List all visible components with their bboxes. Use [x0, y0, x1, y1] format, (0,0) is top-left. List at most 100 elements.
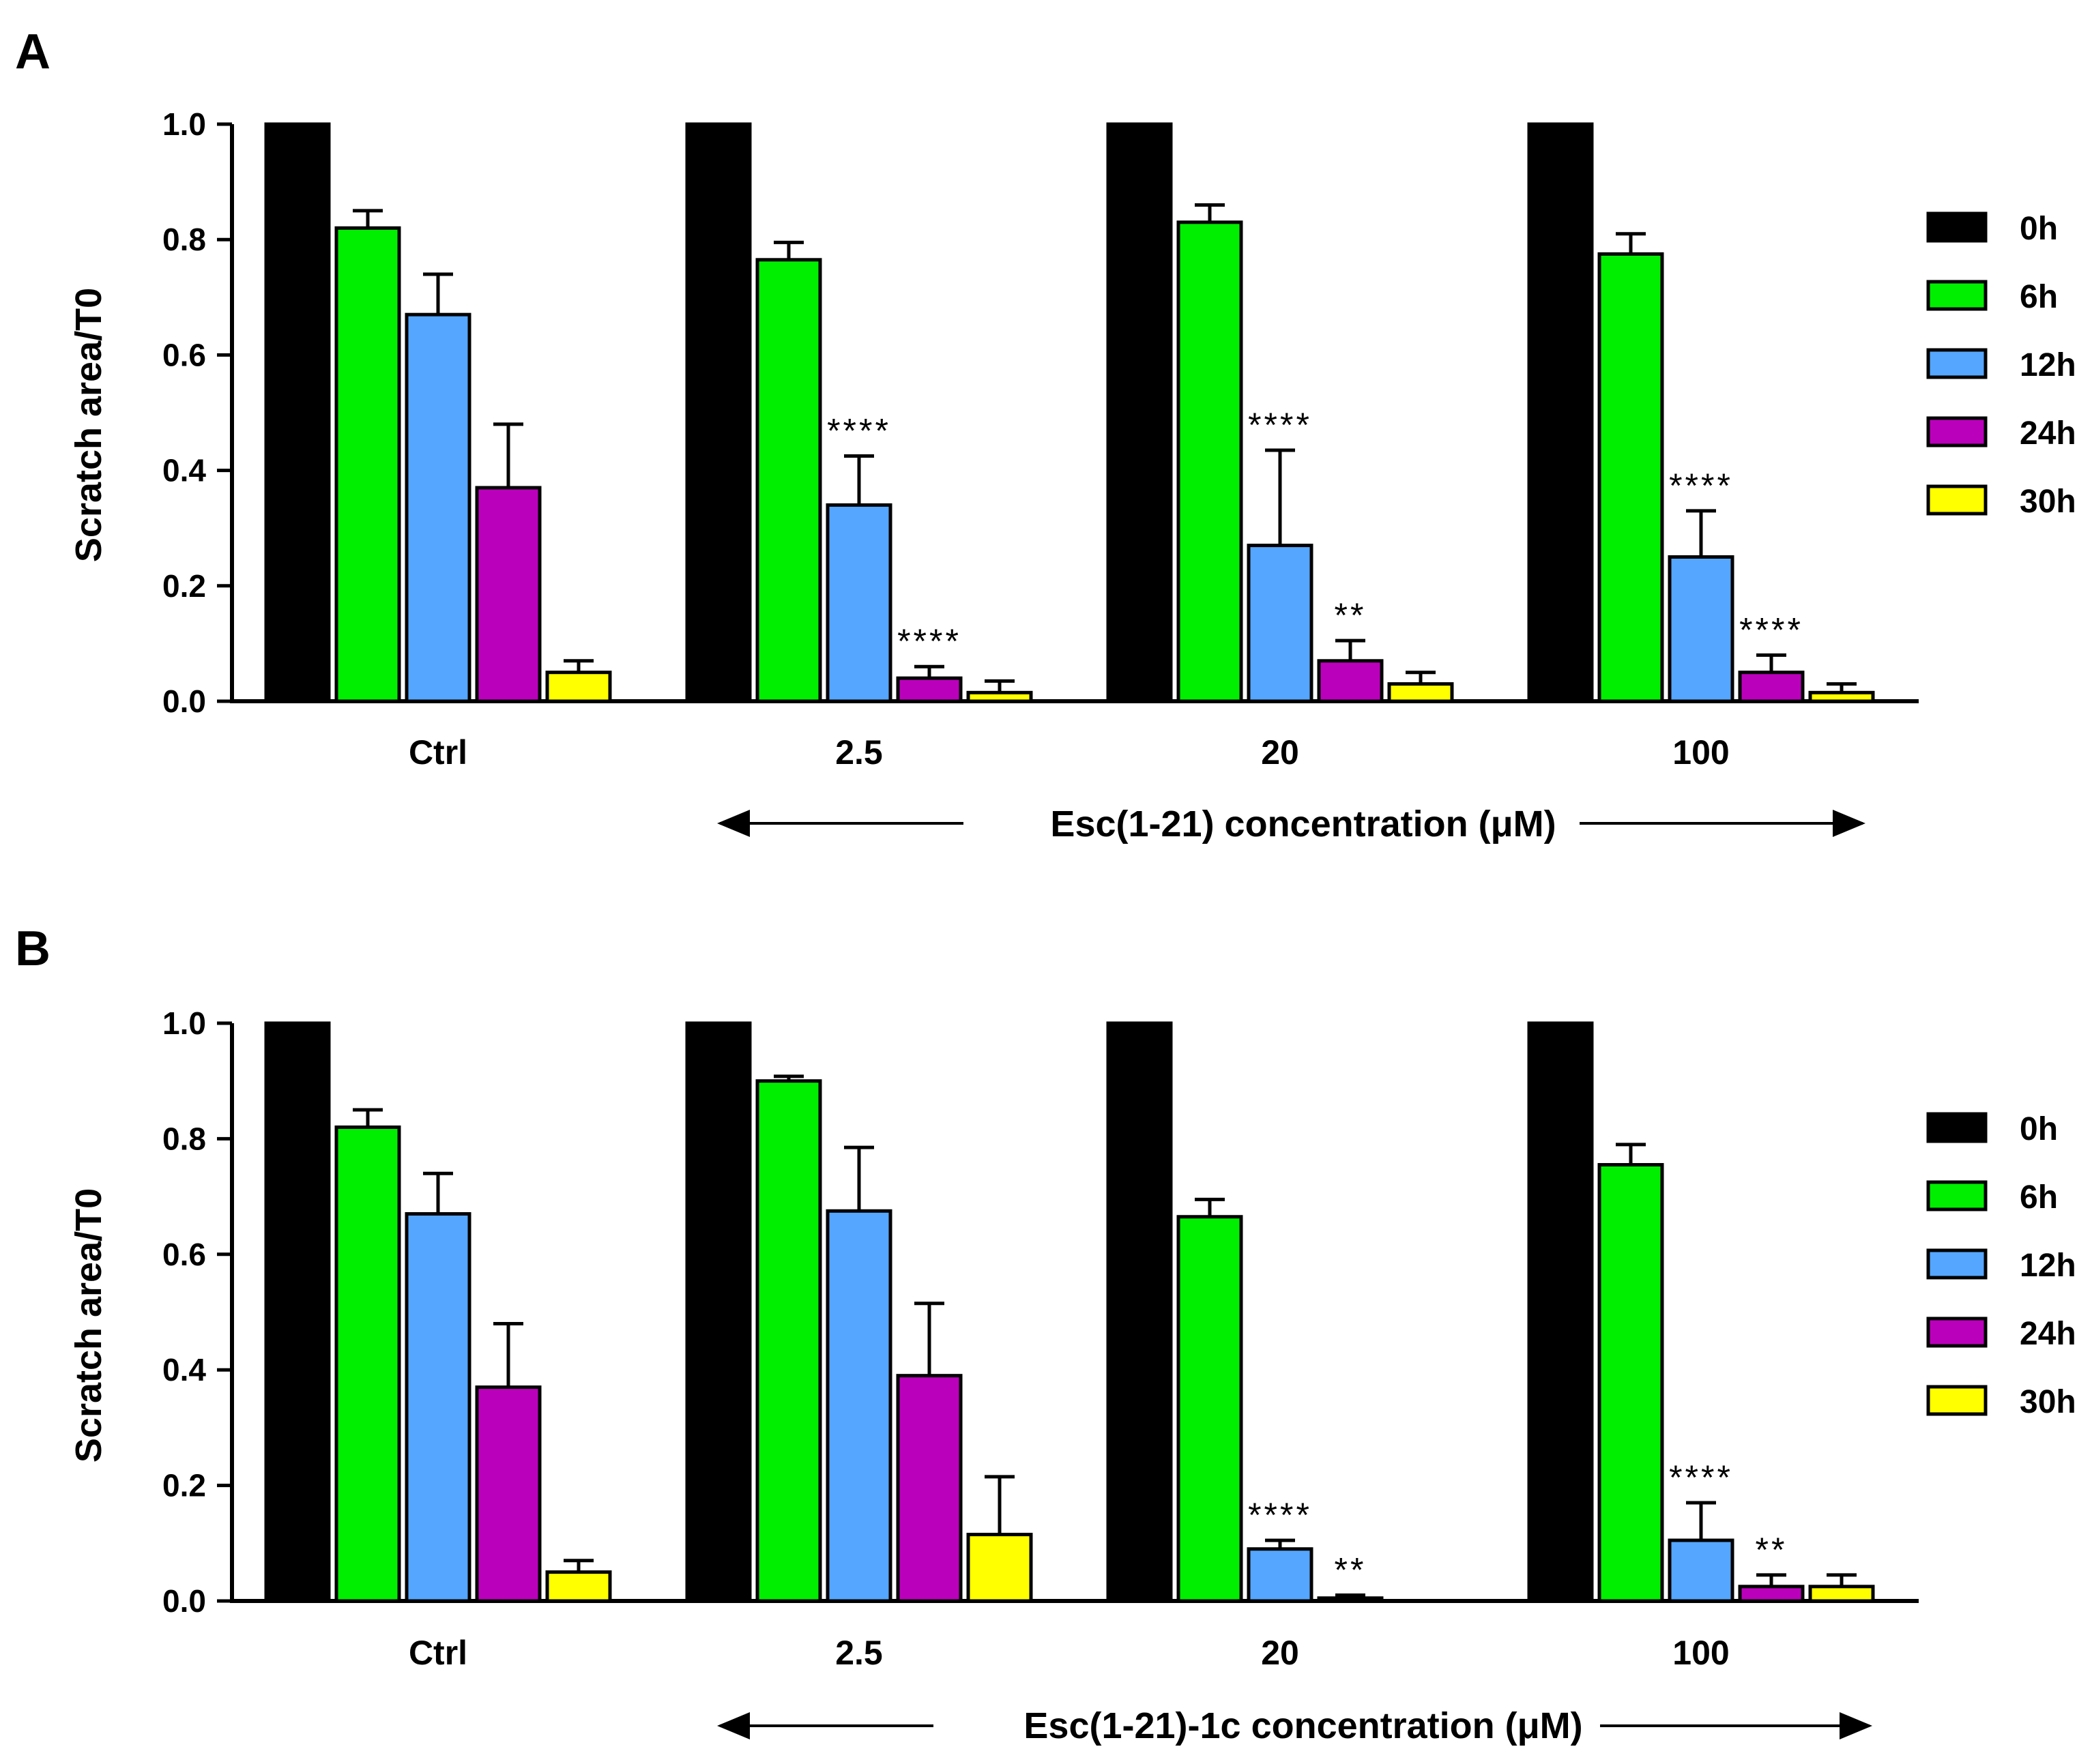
bar-30h-2.5: [966, 690, 1033, 703]
x-axis-title: Esc(1-21) concentration (μM): [1050, 804, 1556, 844]
x-tick-label: Ctrl: [409, 733, 467, 771]
legend-swatch-6h: [1926, 280, 1988, 311]
bar-0h-100: [1527, 1021, 1594, 1603]
error-bars: [353, 203, 1857, 693]
bar-0h-2.5: [685, 122, 752, 703]
legend-label-12h: 12h: [2020, 347, 2076, 383]
x-tick-label: Ctrl: [409, 1634, 467, 1672]
x-tick-label: 2.5: [835, 1634, 883, 1672]
significance-label: ****: [897, 622, 961, 660]
bar-0h-20: [1106, 122, 1173, 703]
legend-label-30h: 30h: [2020, 484, 2076, 520]
x-axis: Ctrl 2.5 20 100: [409, 1634, 1730, 1672]
bar-30h-Ctrl: [545, 1570, 612, 1603]
y-tick-label: 0.8: [162, 222, 206, 257]
y-tick-label: 0.6: [162, 337, 206, 372]
significance-labels: **********************: [827, 406, 1803, 660]
bar-12h-Ctrl: [405, 1212, 471, 1603]
bar-0h-100: [1527, 122, 1594, 703]
bar-12h-2.5: [826, 503, 892, 703]
significance-label: ****: [1248, 1496, 1312, 1534]
y-axis-title: Scratch area/T0: [68, 288, 109, 562]
y-tick-label: 0.0: [162, 683, 206, 719]
bar-0h-Ctrl: [264, 1021, 331, 1603]
bar-12h-100: [1668, 1538, 1734, 1603]
panel-label: A: [15, 25, 50, 79]
panel-b: B Scratch area/T0 0.00.20.40.60.81.0 ***…: [15, 922, 2076, 1746]
bars: [264, 122, 1875, 703]
bars: [264, 1021, 1875, 1603]
x-tick-label: 100: [1672, 733, 1729, 771]
x-tick-label: 100: [1672, 1634, 1729, 1672]
bar-30h-Ctrl: [545, 671, 612, 703]
legend-label-24h: 24h: [2020, 415, 2076, 452]
legend-swatch-24h: [1926, 1317, 1988, 1348]
y-tick-label: 1.0: [162, 106, 206, 142]
x-tick-label: 20: [1261, 1634, 1299, 1672]
legend: 0h 6h 12h 24h 30h: [1926, 211, 2076, 520]
bar-0h-20: [1106, 1021, 1173, 1603]
legend-label-6h: 6h: [2020, 1179, 2058, 1216]
bar-0h-2.5: [685, 1021, 752, 1603]
bar-24h-20: [1317, 659, 1384, 703]
panel-label: B: [15, 922, 50, 976]
y-tick-label: 0.0: [162, 1583, 206, 1619]
legend-label-0h: 0h: [2020, 211, 2058, 247]
bar-30h-2.5: [966, 1533, 1033, 1603]
bar-12h-20: [1247, 1547, 1313, 1603]
y-tick-label: 0.2: [162, 1468, 206, 1503]
bar-12h-100: [1668, 555, 1734, 703]
legend-swatch-24h: [1926, 416, 1988, 447]
bar-30h-20: [1387, 682, 1454, 703]
bar-6h-100: [1597, 1163, 1664, 1603]
legend-swatch-12h: [1926, 348, 1988, 379]
bar-24h-100: [1738, 671, 1805, 703]
legend-swatch-0h: [1926, 211, 1988, 243]
error-bars: [353, 1074, 1857, 1598]
panel-a: A Scratch area/T0 0.00.20.40.60.81.0 ***…: [15, 25, 2076, 844]
bar-30h-100: [1808, 690, 1875, 703]
bar-30h-100: [1808, 1585, 1875, 1603]
legend-swatch-0h: [1926, 1112, 1988, 1143]
bar-24h-2.5: [896, 1374, 963, 1603]
legend: 0h 6h 12h 24h 30h: [1926, 1111, 2076, 1420]
bar-6h-20: [1176, 1215, 1243, 1603]
bar-24h-2.5: [896, 676, 963, 703]
significance-label: ****: [1669, 467, 1733, 505]
significance-labels: ************: [1248, 1458, 1788, 1589]
bar-12h-2.5: [826, 1209, 892, 1603]
legend-label-30h: 30h: [2020, 1384, 2076, 1420]
legend-label-12h: 12h: [2020, 1248, 2076, 1284]
legend-label-24h: 24h: [2020, 1316, 2076, 1352]
legend-swatch-30h: [1926, 484, 1988, 516]
bar-24h-20: [1317, 1596, 1384, 1603]
bar-0h-Ctrl: [264, 122, 331, 703]
bar-6h-Ctrl: [334, 1125, 401, 1603]
bar-12h-Ctrl: [405, 312, 471, 703]
significance-label: **: [1335, 596, 1367, 634]
bar-24h-100: [1738, 1585, 1805, 1603]
significance-label: **: [1335, 1551, 1367, 1589]
legend-swatch-12h: [1926, 1248, 1988, 1280]
legend-label-0h: 0h: [2020, 1111, 2058, 1147]
bar-6h-100: [1597, 252, 1664, 703]
x-axis: Ctrl 2.5 20 100: [409, 733, 1730, 771]
legend-swatch-30h: [1926, 1385, 1988, 1416]
significance-label: ****: [1739, 611, 1803, 649]
y-tick-label: 1.0: [162, 1005, 206, 1041]
x-axis-title: Esc(1-21)-1c concentration (μM): [1023, 1705, 1582, 1746]
legend-swatch-6h: [1926, 1180, 1988, 1211]
x-tick-label: 20: [1261, 733, 1299, 771]
legend-label-6h: 6h: [2020, 279, 2058, 315]
bar-24h-Ctrl: [475, 486, 542, 703]
significance-label: ****: [827, 411, 891, 450]
bar-24h-Ctrl: [475, 1385, 542, 1603]
y-tick-label: 0.8: [162, 1121, 206, 1156]
bar-6h-2.5: [755, 258, 822, 703]
y-axis-title: Scratch area/T0: [68, 1188, 109, 1462]
y-tick-label: 0.4: [162, 1352, 206, 1387]
significance-label: **: [1756, 1531, 1788, 1569]
bar-6h-2.5: [755, 1079, 822, 1603]
bar-6h-Ctrl: [334, 226, 401, 703]
